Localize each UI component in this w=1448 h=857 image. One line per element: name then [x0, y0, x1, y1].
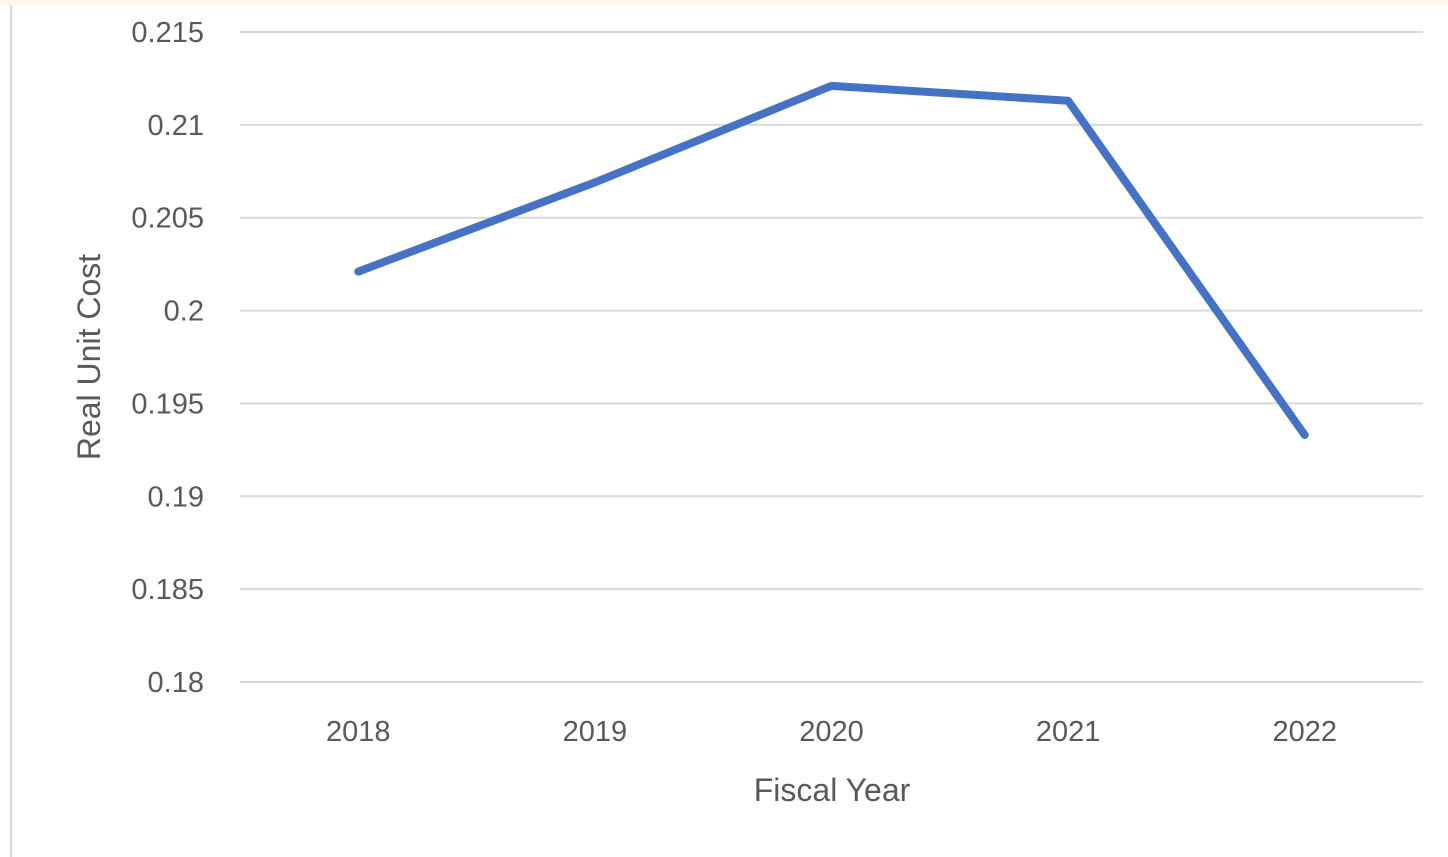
x-axis-title: Fiscal Year: [754, 772, 911, 808]
y-tick-label: 0.185: [131, 574, 204, 606]
y-tick-label: 0.2: [164, 296, 204, 328]
y-tick-label: 0.21: [148, 110, 204, 142]
top-strip: [0, 0, 1448, 5]
y-tick-label: 0.215: [131, 17, 204, 49]
x-tick-label: 2019: [563, 716, 628, 748]
x-axis-ticks: 2018 2019 2020 2021 2022: [326, 716, 1337, 748]
y-tick-label: 0.18: [148, 667, 204, 699]
x-tick-label: 2022: [1272, 716, 1337, 748]
y-tick-label: 0.205: [131, 203, 204, 235]
series-line-0: [354, 81, 1309, 439]
y-tick-label: 0.19: [148, 481, 204, 513]
x-tick-label: 2021: [1036, 716, 1101, 748]
gridlines: [240, 31, 1423, 683]
y-tick-label: 0.195: [131, 388, 204, 420]
y-axis-ticks: 0.18 0.185 0.19 0.195 0.2 0.205 0.21 0.215: [131, 17, 204, 699]
chart-left-border: [10, 5, 12, 857]
series-group: [354, 81, 1309, 439]
x-tick-label: 2018: [326, 716, 391, 748]
x-tick-label: 2020: [799, 716, 864, 748]
y-axis-title: Real Unit Cost: [71, 254, 107, 460]
